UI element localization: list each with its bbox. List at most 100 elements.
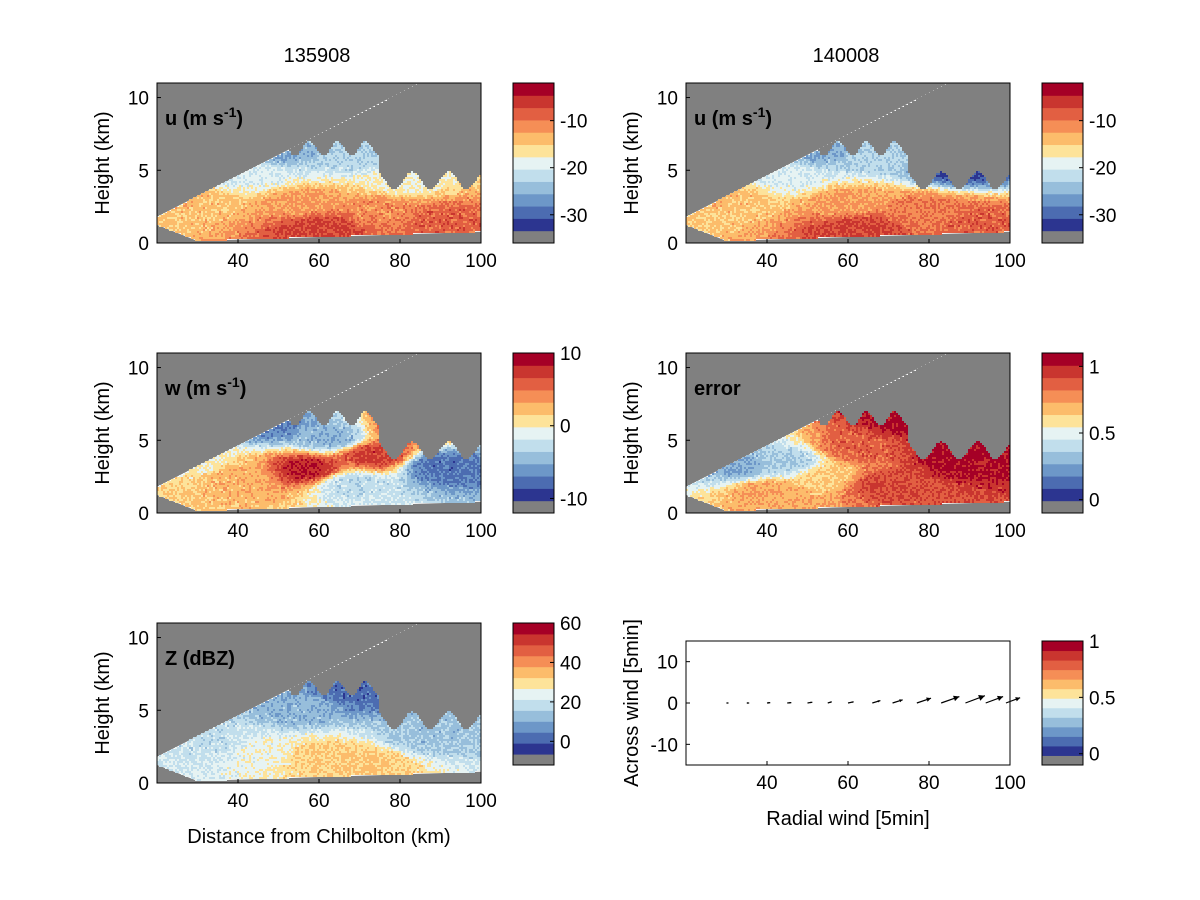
cell-u: [253, 175, 255, 177]
cell-missing-u: [293, 147, 295, 149]
cell-u: [273, 213, 275, 215]
cell-u: [305, 189, 307, 191]
cell-u: [173, 225, 175, 227]
cell-u: [301, 149, 303, 151]
cell-u: [235, 177, 237, 179]
cell-u: [231, 233, 233, 235]
cell-u: [305, 229, 307, 231]
cell-u: [201, 227, 203, 229]
cell-u: [191, 209, 193, 211]
cell-u: [325, 193, 327, 195]
cell-u: [313, 211, 315, 213]
cell-u: [263, 181, 265, 183]
cell-u: [341, 223, 343, 225]
cell-u: [241, 235, 243, 237]
cell-u: [331, 235, 333, 237]
cell-u: [199, 197, 201, 199]
cell-u: [307, 171, 309, 173]
cell-u: [309, 229, 311, 231]
cell-u: [251, 171, 253, 173]
cell-u: [307, 209, 309, 211]
cell-u: [309, 205, 311, 207]
cell-u: [259, 221, 261, 223]
cell-u: [337, 159, 339, 161]
cell-u: [329, 155, 331, 157]
cell-u: [311, 157, 313, 159]
cell-u: [333, 151, 335, 153]
cell-u: [299, 193, 301, 195]
cell-u: [277, 169, 279, 171]
cell-u: [315, 153, 317, 155]
cell-u: [301, 231, 303, 233]
cell-u: [279, 237, 281, 239]
cell-u: [225, 229, 227, 231]
cell-u: [307, 215, 309, 217]
cell-u: [225, 221, 227, 223]
cell-u: [239, 187, 241, 189]
cell-u: [247, 205, 249, 207]
cell-u: [231, 211, 233, 213]
cell-u: [181, 213, 183, 215]
cell-u: [347, 217, 349, 219]
cell-u: [227, 207, 229, 209]
cell-u: [223, 191, 225, 193]
cell-u: [279, 159, 281, 161]
cell-u: [257, 181, 259, 183]
cell-u: [313, 183, 315, 185]
cell-u: [231, 197, 233, 199]
cell-u: [321, 233, 323, 235]
cell-u: [277, 229, 279, 231]
cell-u: [303, 195, 305, 197]
cell-u: [261, 165, 263, 167]
cell-u: [191, 235, 193, 237]
cell-u: [163, 213, 165, 215]
cell-u: [295, 209, 297, 211]
cell-missing-u: [297, 149, 299, 151]
cell-u: [171, 221, 173, 223]
cell-u: [253, 191, 255, 193]
cell-missing-u: [339, 123, 341, 125]
cell-u: [205, 209, 207, 211]
cell-missing-u: [333, 127, 335, 129]
cell-u: [345, 211, 347, 213]
cell-u: [339, 183, 341, 185]
cell-u: [185, 217, 187, 219]
cell-u: [241, 191, 243, 193]
cell-u: [263, 189, 265, 191]
cell-u: [305, 181, 307, 183]
cell-u: [183, 205, 185, 207]
cell-u: [271, 213, 273, 215]
cell-u: [249, 171, 251, 173]
cell-u: [185, 219, 187, 221]
cell-u: [265, 195, 267, 197]
cell-u: [237, 223, 239, 225]
cell-u: [331, 183, 333, 185]
cell-u: [281, 235, 283, 237]
cell-u: [295, 159, 297, 161]
cell-u: [299, 175, 301, 177]
cell-u: [185, 229, 187, 231]
cell-u: [185, 209, 187, 211]
cell-u: [213, 215, 215, 217]
cell-u: [225, 233, 227, 235]
cell-u: [301, 163, 303, 165]
cell-u: [249, 209, 251, 211]
cell-u: [175, 231, 177, 233]
cell-u: [303, 201, 305, 203]
cell-u: [249, 215, 251, 217]
cell-u: [323, 171, 325, 173]
cell-u: [237, 217, 239, 219]
cell-u: [195, 201, 197, 203]
cell-u: [343, 201, 345, 203]
cell-u: [239, 221, 241, 223]
cell-u: [259, 191, 261, 193]
cell-u: [291, 171, 293, 173]
cell-u: [341, 227, 343, 229]
cell-u: [303, 149, 305, 151]
cell-missing-u: [291, 153, 293, 155]
cell-missing-u: [321, 133, 323, 135]
cell-u: [193, 203, 195, 205]
cell-u: [173, 211, 175, 213]
cell-u: [271, 165, 273, 167]
cell-u: [341, 197, 343, 199]
